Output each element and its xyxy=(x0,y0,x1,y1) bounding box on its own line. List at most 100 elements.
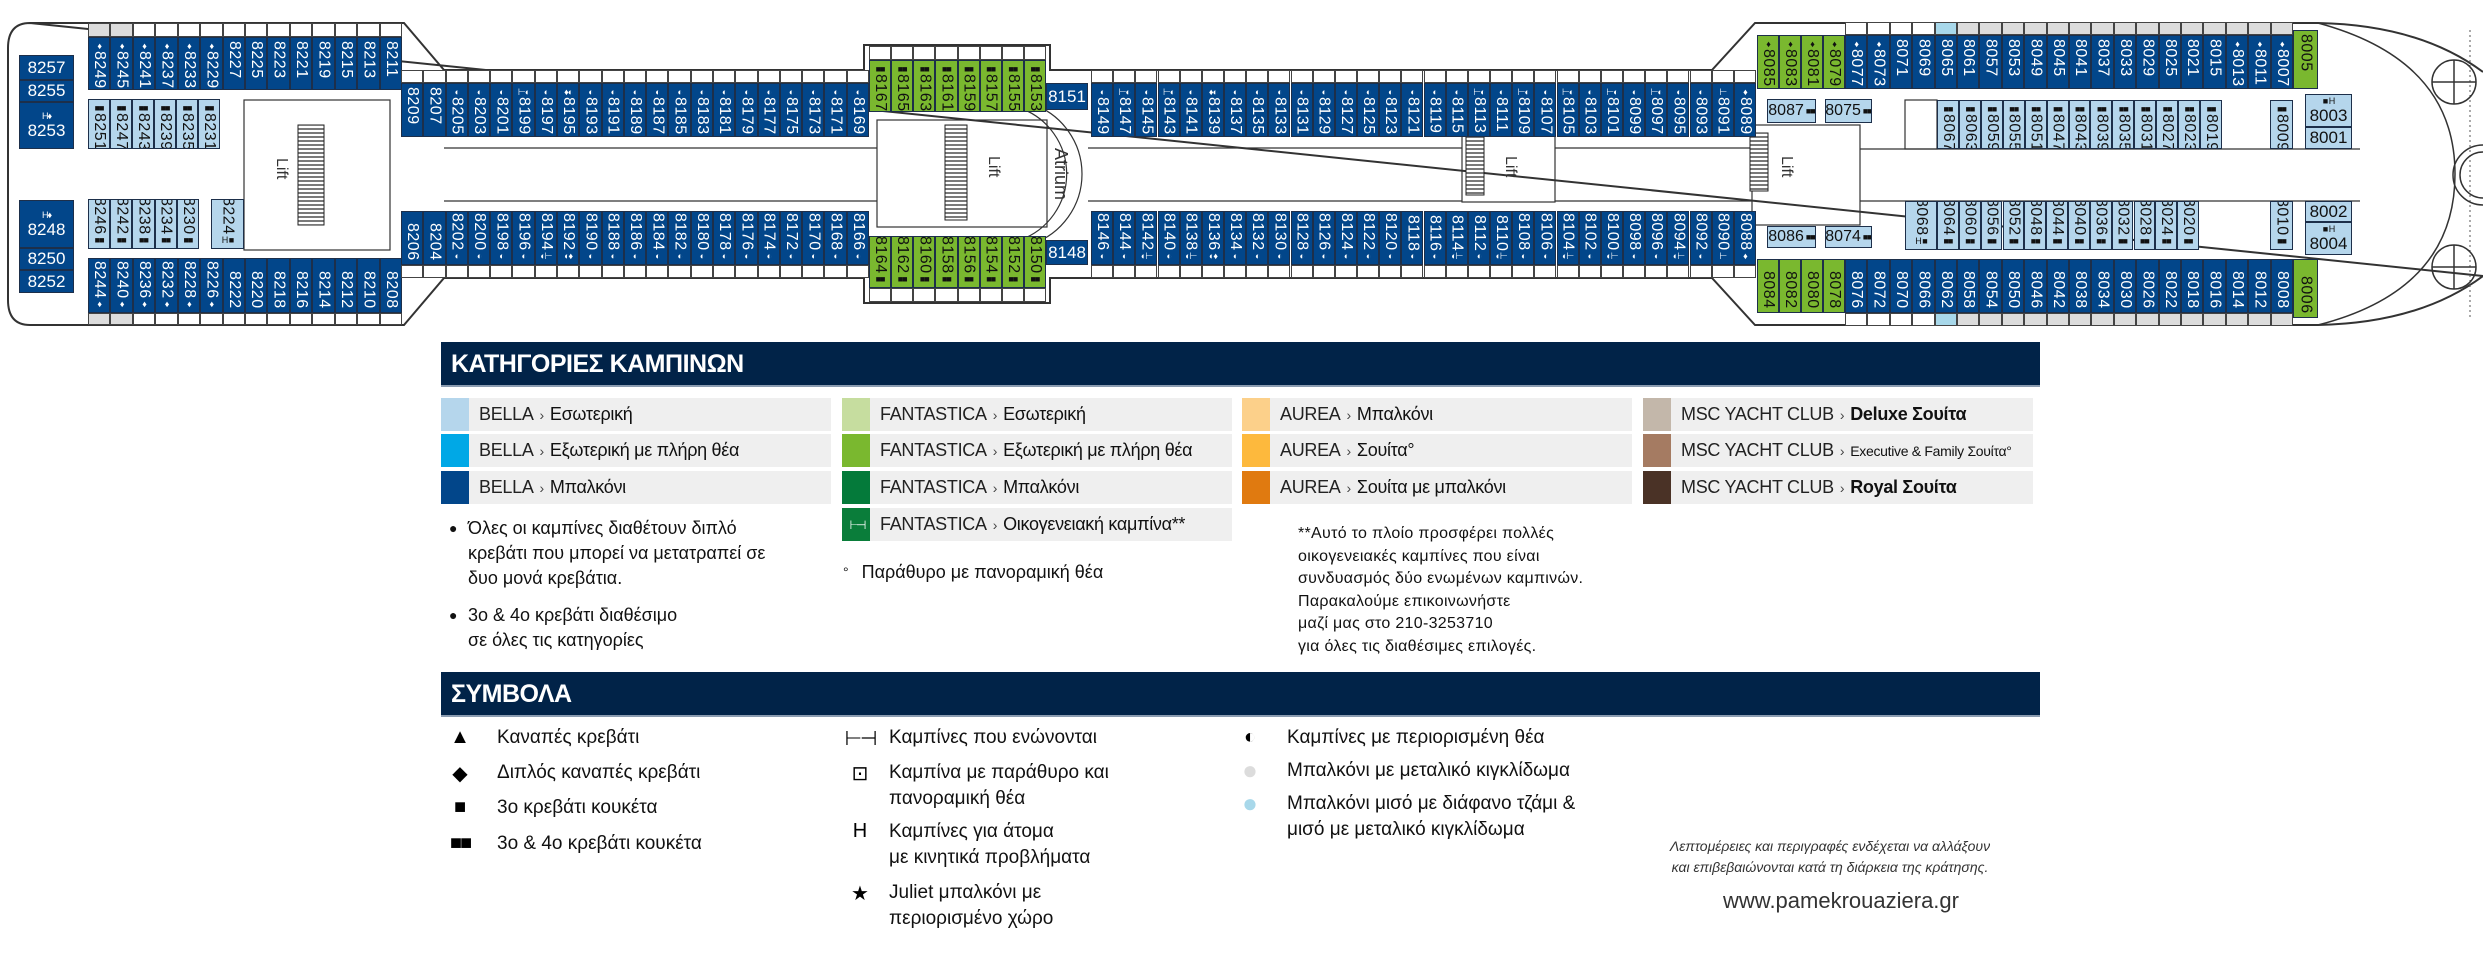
cabin-8160[interactable]: 8160 ■■ xyxy=(913,236,936,288)
cabin-8244[interactable]: 8244 ♦ xyxy=(88,258,111,313)
cabin-8121[interactable]: ◐ 8121 xyxy=(1401,83,1424,137)
cabin-8238[interactable]: 8238 ■■ xyxy=(132,199,155,249)
cabin-8024[interactable]: 8024 ■■ xyxy=(2155,201,2178,250)
cabin-8203[interactable]: ◐ 8203 xyxy=(467,83,491,137)
cabin-8158[interactable]: 8158 ■■ xyxy=(935,236,958,288)
cabin-8015[interactable]: 8015 xyxy=(2203,35,2226,89)
cabin-8208[interactable]: 8208 xyxy=(379,258,402,313)
cabin-8049[interactable]: 8049 xyxy=(2024,35,2047,89)
cabin-8168[interactable]: 8168 ◐ xyxy=(824,211,847,265)
cabin-8043[interactable]: ■■ 8043 xyxy=(2068,100,2091,149)
cabin-8118[interactable]: 8118 ◐ xyxy=(1401,211,1424,265)
cabin-8089[interactable]: ♦ 8089 xyxy=(1733,83,1756,137)
cabin-8115[interactable]: ◐ 8115 xyxy=(1445,83,1468,137)
cabin-8252[interactable]: 8252 xyxy=(19,270,74,293)
cabin-8084[interactable]: 8084 xyxy=(1757,259,1779,313)
cabin-8154[interactable]: 8154 ■■ xyxy=(979,236,1002,288)
cabin-8224[interactable]: 8224 H ■ xyxy=(211,199,244,249)
cabin-8165[interactable]: ■■ 8165 xyxy=(891,60,914,112)
cabin-8237[interactable]: ♦ 8237 xyxy=(155,37,178,90)
cabin-8156[interactable]: 8156 ■■ xyxy=(957,236,980,288)
cabin-8054[interactable]: 8054 xyxy=(1979,259,2002,313)
cabin-8177[interactable]: ◐ 8177 xyxy=(757,83,780,137)
cabin-8195[interactable]: ♦◐ 8195 xyxy=(557,83,580,137)
cabin-8174[interactable]: 8174 ◐ xyxy=(757,211,780,265)
cabin-8086[interactable]: 8086 ■■ xyxy=(1767,226,1816,248)
cabin-8135[interactable]: ◐ 8135 xyxy=(1246,83,1269,137)
cabin-8200[interactable]: 8200 ◐ xyxy=(467,211,491,265)
cabin-8114[interactable]: 8114 ◐⊢ xyxy=(1445,211,1468,265)
cabin-8066[interactable]: 8066 xyxy=(1912,259,1935,313)
cabin-8027[interactable]: ■■ 8027 xyxy=(2156,100,2179,149)
cabin-8068[interactable]: 8068 H ■ xyxy=(1905,201,1937,250)
cabin-8064[interactable]: 8064 ■■ xyxy=(1937,201,1959,250)
cabin-8100[interactable]: 8100 ◐⊢ xyxy=(1600,211,1623,265)
cabin-8010[interactable]: 8010 ■■ xyxy=(2270,201,2293,250)
cabin-8169[interactable]: ◐ 8169 xyxy=(846,83,869,137)
cabin-8145[interactable]: ◐ 8145 xyxy=(1135,83,1158,137)
cabin-8215[interactable]: 8215 xyxy=(334,37,358,90)
cabin-8047[interactable]: ■■ 8047 xyxy=(2046,100,2069,149)
cabin-8235[interactable]: ■■ 8235 xyxy=(176,99,198,149)
cabin-8033[interactable]: 8033 xyxy=(2113,35,2137,89)
cabin-8245[interactable]: ♦ 8245 xyxy=(110,37,133,90)
cabin-8110[interactable]: 8110 ◐⊢ xyxy=(1490,211,1513,265)
cabin-8067[interactable]: ■■ 8067 xyxy=(1937,100,1959,149)
cabin-8219[interactable]: 8219 xyxy=(312,37,335,90)
cabin-8042[interactable]: 8042 xyxy=(2046,259,2069,313)
cabin-8029[interactable]: 8029 xyxy=(2136,35,2159,89)
cabin-8109[interactable]: ⊢◐ 8109 xyxy=(1512,83,1535,137)
cabin-8229[interactable]: ♦ 8229 xyxy=(200,37,223,90)
cabin-8075[interactable]: 8075 ■■ xyxy=(1825,99,1872,123)
cabin-8072[interactable]: 8072 xyxy=(1867,259,1890,313)
cabin-8076[interactable]: 8076 xyxy=(1845,259,1868,313)
cabin-8242[interactable]: 8242 ■■ xyxy=(110,199,133,249)
cabin-8019[interactable]: ■■ 8019 xyxy=(2200,100,2222,149)
cabin-8161[interactable]: ■■ 8161 xyxy=(935,60,958,112)
cabin-8212[interactable]: 8212 xyxy=(334,258,358,313)
cabin-8125[interactable]: ◐ 8125 xyxy=(1357,83,1380,137)
cabin-8149[interactable]: ◐ 8149 xyxy=(1091,83,1114,137)
cabin-8063[interactable]: ■■ 8063 xyxy=(1958,100,1981,149)
cabin-8008[interactable]: 8008 xyxy=(2270,259,2293,313)
cabin-8071[interactable]: 8071 xyxy=(1889,35,1913,89)
cabin-8020[interactable]: 8020 ■■ xyxy=(2177,201,2199,250)
cabin-8178[interactable]: 8178 ◐ xyxy=(713,211,736,265)
cabin-8250[interactable]: 8250 xyxy=(19,248,74,270)
cabin-8091[interactable]: ⊢ 8091 xyxy=(1711,83,1734,137)
cabin-8146[interactable]: 8146 ◐ xyxy=(1091,211,1114,265)
cabin-8001[interactable]: 8001 xyxy=(2305,127,2352,149)
cabin-8065[interactable]: 8065 xyxy=(1934,35,1957,89)
cabin-8131[interactable]: ◐ 8131 xyxy=(1290,83,1313,137)
cabin-8191[interactable]: ◐ 8191 xyxy=(601,83,624,137)
cabin-8093[interactable]: ◐ 8093 xyxy=(1689,83,1712,137)
cabin-8159[interactable]: ■■ 8159 xyxy=(957,60,980,112)
cabin-8141[interactable]: ◐ 8141 xyxy=(1179,83,1202,137)
cabin-8034[interactable]: 8034 xyxy=(2091,259,2114,313)
cabin-8005[interactable]: 8005 xyxy=(2293,30,2318,89)
cabin-8247[interactable]: ■■ 8247 xyxy=(110,99,132,149)
cabin-8081[interactable]: ♦ 8081 xyxy=(1801,35,1823,89)
cabin-8183[interactable]: ◐ 8183 xyxy=(690,83,713,137)
cabin-8209[interactable]: 8209 xyxy=(401,83,424,137)
cabin-8239[interactable]: ■■ 8239 xyxy=(154,99,176,149)
cabin-8048[interactable]: 8048 ■■ xyxy=(2024,201,2047,250)
cabin-8175[interactable]: ◐ 8175 xyxy=(779,83,803,137)
cabin-8233[interactable]: ♦ 8233 xyxy=(177,37,201,90)
cabin-8092[interactable]: 8092 ◐ xyxy=(1689,211,1712,265)
cabin-8004[interactable]: ■ H 8004 xyxy=(2305,222,2352,255)
cabin-8201[interactable]: ◐ 8201 xyxy=(490,83,513,137)
cabin-8032[interactable]: 8032 ■■ xyxy=(2111,201,2134,250)
cabin-8099[interactable]: ◐ 8099 xyxy=(1623,83,1646,137)
cabin-8096[interactable]: 8096 ◐ xyxy=(1645,211,1668,265)
cabin-8044[interactable]: 8044 ■■ xyxy=(2046,201,2068,250)
cabin-8094[interactable]: 8094 ◐⊢ xyxy=(1667,211,1690,265)
website-link[interactable]: www.pamekrouaziera.gr xyxy=(1723,888,1959,913)
cabin-8037[interactable]: 8037 xyxy=(2091,35,2114,89)
cabin-8246[interactable]: 8246 ■■ xyxy=(88,199,111,249)
cabin-8253[interactable]: H♦ 8253 xyxy=(19,102,74,149)
cabin-8155[interactable]: ■■ 8155 xyxy=(1001,60,1024,112)
cabin-8132[interactable]: 8132 ◐ xyxy=(1246,211,1269,265)
cabin-8236[interactable]: 8236 ♦ xyxy=(132,258,156,313)
cabin-8176[interactable]: 8176 ◐ xyxy=(735,211,758,265)
